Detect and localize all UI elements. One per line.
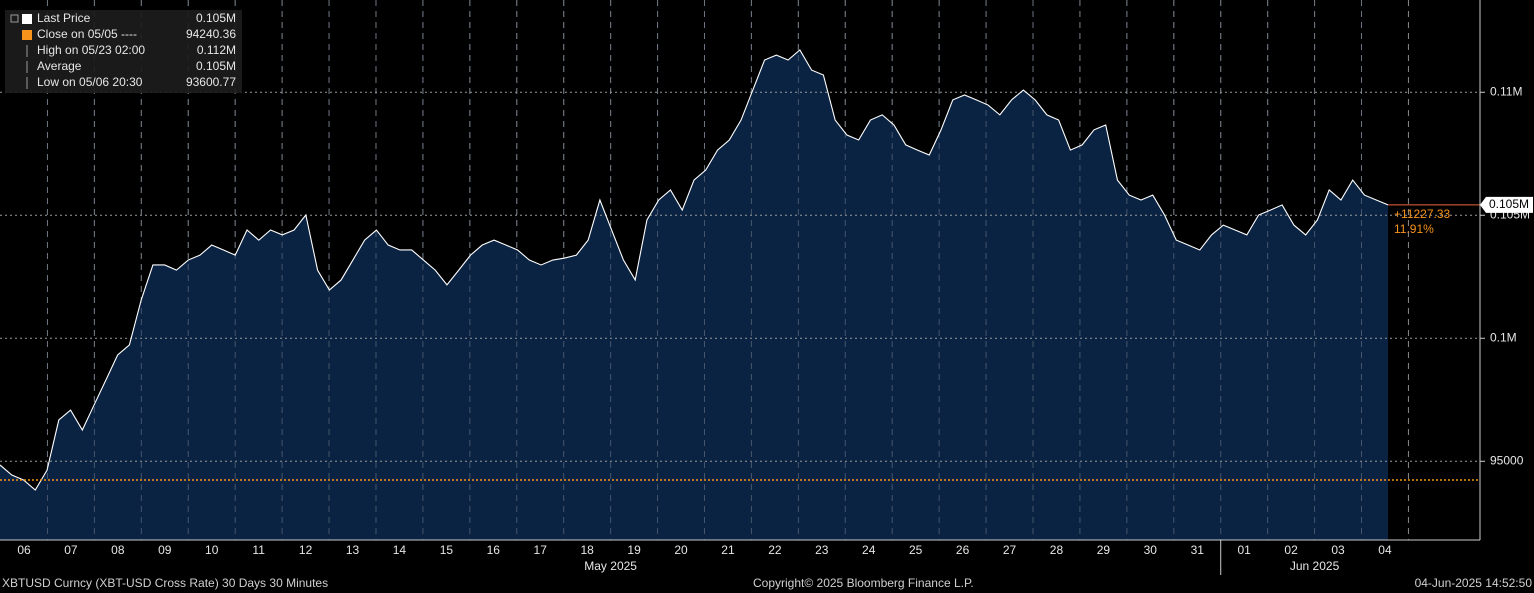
y-tick-label: 0.11M	[1490, 84, 1522, 98]
legend-box	[5, 10, 242, 93]
x-tick-label: 20	[674, 543, 688, 557]
change-label: +11227.33	[1394, 207, 1450, 221]
footer-right: 04-Jun-2025 14:52:50	[1415, 576, 1533, 590]
legend-value: 94240.36	[186, 27, 236, 41]
x-tick-label: 19	[627, 543, 641, 557]
month-label: Jun 2025	[1290, 559, 1340, 573]
legend-value: 93600.77	[186, 75, 236, 89]
x-tick-label: 02	[1284, 543, 1298, 557]
x-tick-label: 09	[158, 543, 172, 557]
footer-center: Copyright© 2025 Bloomberg Finance L.P.	[753, 576, 974, 590]
x-tick-label: 23	[815, 543, 829, 557]
legend-swatch	[22, 14, 32, 24]
legend-value: 0.112M	[197, 43, 236, 57]
y-tick-label: 95000	[1490, 453, 1524, 467]
price-line	[0, 49, 1389, 491]
x-tick-label: 06	[17, 543, 31, 557]
x-tick-label: 13	[346, 543, 360, 557]
legend-label: Last Price	[37, 11, 91, 25]
x-tick-label: 22	[768, 543, 782, 557]
x-tick-label: 10	[205, 543, 219, 557]
x-tick-label: 16	[487, 543, 501, 557]
legend-value: 0.105M	[196, 59, 236, 73]
x-tick-label: 08	[111, 543, 125, 557]
x-tick-label: 12	[299, 543, 313, 557]
x-tick-label: 03	[1331, 543, 1345, 557]
month-label: May 2025	[584, 559, 637, 573]
last-price-tag	[1480, 196, 1533, 213]
x-tick-label: 31	[1191, 543, 1205, 557]
x-tick-label: 21	[721, 543, 735, 557]
x-tick-label: 11	[252, 543, 265, 557]
legend-label: Low on 05/06 20:30	[37, 75, 143, 89]
x-tick-label: 01	[1238, 543, 1252, 557]
x-tick-label: 29	[1097, 543, 1111, 557]
y-tick-label: 0.1M	[1490, 330, 1517, 344]
legend-collapse	[10, 14, 19, 23]
x-tick-label: 07	[64, 543, 78, 557]
legend-label: High on 05/23 02:00	[37, 43, 145, 57]
x-tick-label: 26	[956, 543, 970, 557]
footer-left: XBTUSD Curncy (XBT-USD Cross Rate) 30 Da…	[2, 576, 328, 590]
legend-label: Close on 05/05 ----	[37, 27, 137, 41]
x-tick-label: 28	[1050, 543, 1064, 557]
change-pct-label: 11.91%	[1394, 222, 1434, 236]
x-tick-label: 18	[580, 543, 594, 557]
x-tick-label: 15	[440, 543, 454, 557]
last-price-label: 0.105M	[1489, 197, 1529, 211]
x-tick-label: 14	[393, 543, 407, 557]
x-tick-label: 30	[1144, 543, 1158, 557]
legend-value: 0.105M	[196, 11, 236, 25]
price-area	[0, 49, 1388, 540]
x-tick-label: 25	[909, 543, 923, 557]
x-tick-label: 17	[534, 543, 548, 557]
legend-label: Average	[37, 59, 82, 73]
x-tick-label: 04	[1378, 543, 1392, 557]
x-tick-label: 24	[862, 543, 876, 557]
x-tick-label: 27	[1003, 543, 1017, 557]
legend-swatch	[22, 30, 32, 40]
